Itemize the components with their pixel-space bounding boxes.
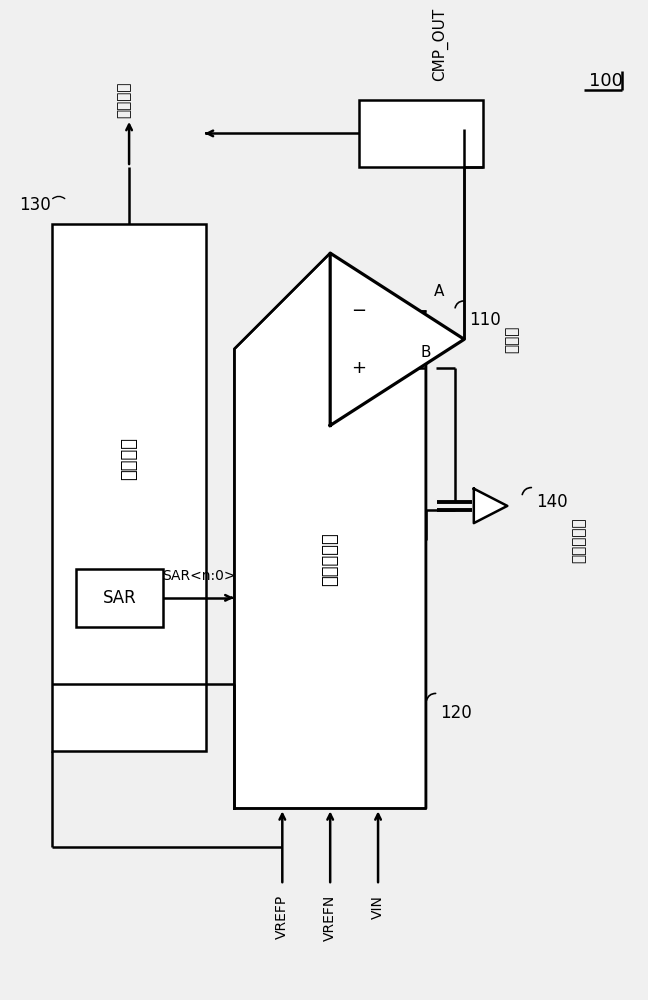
Text: +: + bbox=[351, 359, 366, 377]
Text: 虚设电容器: 虚设电容器 bbox=[572, 518, 586, 563]
Text: 120: 120 bbox=[440, 704, 472, 722]
Text: 110: 110 bbox=[469, 311, 501, 329]
Polygon shape bbox=[330, 253, 464, 425]
Text: 130: 130 bbox=[19, 196, 51, 214]
Text: SAR: SAR bbox=[102, 589, 136, 607]
Text: A: A bbox=[434, 284, 444, 299]
Text: 数字输出: 数字输出 bbox=[117, 82, 132, 118]
Text: 电容器阵列: 电容器阵列 bbox=[321, 533, 339, 586]
Polygon shape bbox=[474, 489, 507, 523]
Bar bbox=[52, 224, 205, 751]
Text: CMP_OUT: CMP_OUT bbox=[432, 8, 448, 81]
Text: −: − bbox=[351, 302, 367, 320]
Polygon shape bbox=[235, 253, 426, 808]
Text: VIN: VIN bbox=[371, 895, 385, 919]
Text: B: B bbox=[420, 345, 431, 360]
Text: 控制逻辑: 控制逻辑 bbox=[120, 437, 138, 480]
Text: VREFP: VREFP bbox=[275, 895, 289, 939]
Bar bbox=[359, 100, 483, 167]
Text: 100: 100 bbox=[589, 72, 623, 90]
Text: VREFN: VREFN bbox=[323, 895, 337, 941]
Bar bbox=[76, 569, 163, 627]
Text: 140: 140 bbox=[536, 493, 568, 511]
Text: SAR<n:0>: SAR<n:0> bbox=[162, 569, 235, 583]
Text: 比较器: 比较器 bbox=[505, 326, 520, 353]
